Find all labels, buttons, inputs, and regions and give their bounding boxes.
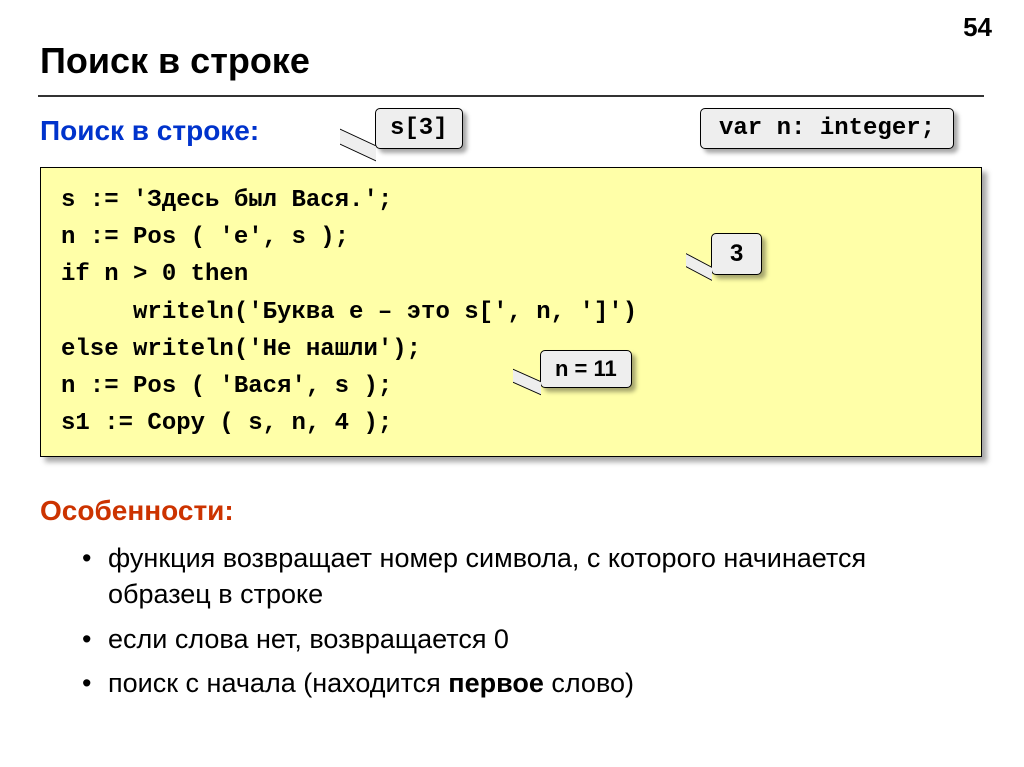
code-line: writeln('Буква е – это s[', n, ']') (61, 299, 637, 326)
callout-s3: s[3] (375, 108, 463, 149)
list-item: поиск с начала (находится первое слово) (78, 665, 958, 701)
code-line: if n > 0 then (61, 261, 248, 288)
code-block: s := 'Здесь был Вася.'; n := Pos ( 'е', … (40, 167, 982, 457)
features-list: функция возвращает номер символа, с кото… (78, 540, 958, 710)
callout-result-n11: n = 11 (540, 350, 632, 388)
code-line: n := Pos ( 'Вася', s ); (61, 373, 392, 400)
list-item: если слова нет, возвращается 0 (78, 621, 958, 657)
bullet-text: поиск с начала (находится (108, 668, 448, 698)
code-line: s := 'Здесь был Вася.'; (61, 187, 392, 214)
page-title: Поиск в строке (40, 40, 310, 82)
title-divider (38, 95, 984, 97)
subtitle-features: Особенности: (40, 495, 234, 527)
page-number: 54 (963, 12, 992, 43)
callout-var-decl: var n: integer; (700, 108, 954, 149)
bullet-bold: первое (448, 668, 544, 698)
list-item: функция возвращает номер символа, с кото… (78, 540, 958, 613)
subtitle-search: Поиск в строке: (40, 115, 259, 147)
code-line: else writeln('Не нашли'); (61, 336, 421, 363)
code-line: n := Pos ( 'е', s ); (61, 224, 349, 251)
bullet-text: слово) (544, 668, 634, 698)
callout-result-3: 3 (711, 233, 762, 275)
code-line: s1 := Copy ( s, n, 4 ); (61, 410, 392, 437)
